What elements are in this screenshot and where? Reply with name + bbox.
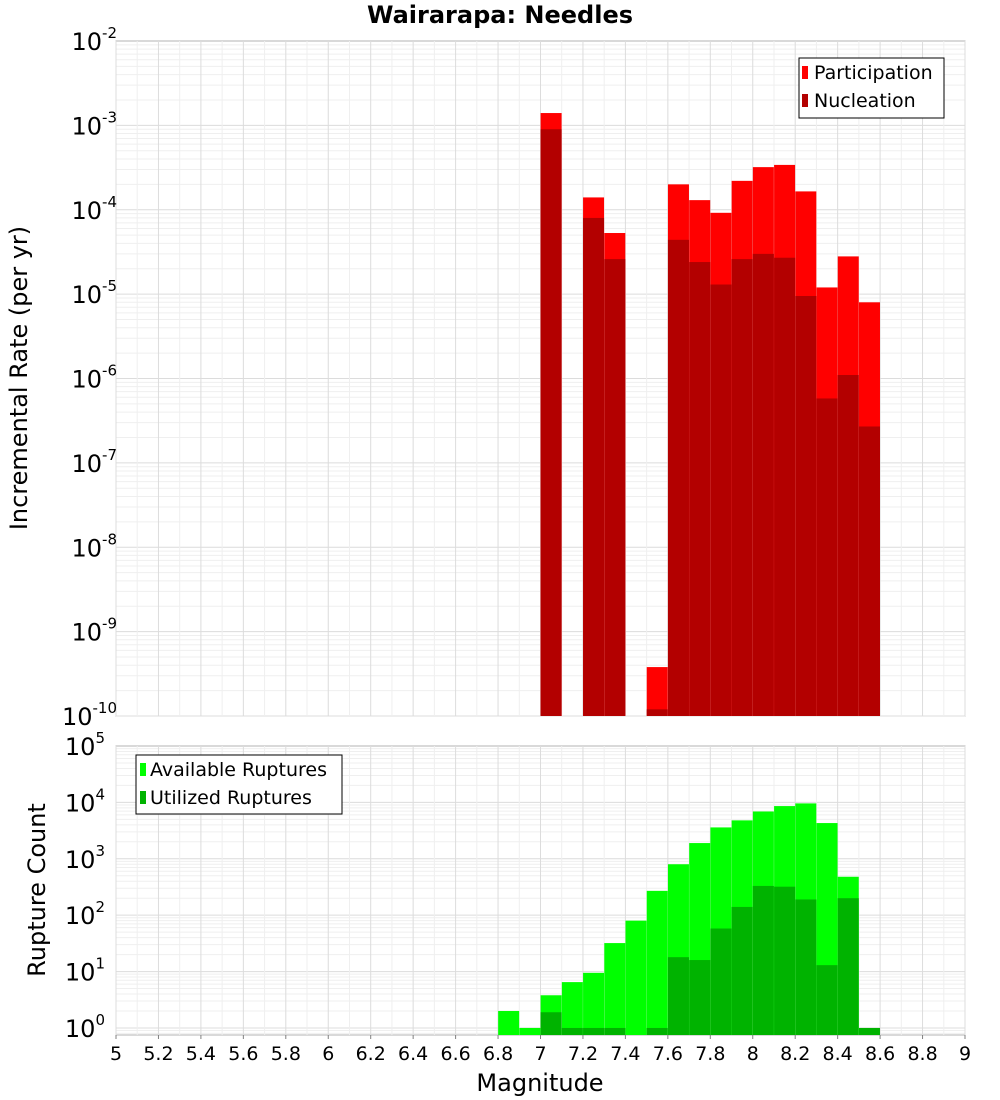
count-bar-b: [837, 898, 859, 1035]
bottom-panel: 100 101 102 103 104 105 5 5.2 5.4 5.6 5.8 6 6.2 6.4 6…: [23, 729, 971, 1097]
count-bar-b: [583, 1027, 605, 1035]
top-panel: 10-10 10-9 10-8 10-7 10-6 10-5 10-4 10-3 10-2 In…: [5, 24, 966, 731]
count-bar-b: [795, 899, 817, 1035]
top-y-tick-label: 10-7: [71, 446, 117, 478]
x-tick-label: 7.2: [568, 1043, 598, 1065]
top-y-tick-label: 10-3: [71, 108, 117, 140]
x-tick-label: 5.2: [143, 1043, 173, 1065]
x-tick-label: 6.8: [483, 1043, 513, 1065]
nucleation-legend-swatch: [802, 94, 808, 107]
bottom-y-tick-label: 105: [65, 729, 105, 761]
rate-bar-b: [710, 284, 732, 716]
top-y-tick-label: 10-2: [71, 24, 117, 56]
rate-bar-b: [604, 259, 626, 716]
top-bars: [540, 113, 880, 717]
count-bar-b: [752, 885, 774, 1035]
available-legend-label: Available Ruptures: [150, 759, 327, 781]
top-legend: Participation Nucleation: [798, 57, 945, 119]
x-tick-label: 8.2: [780, 1043, 810, 1065]
count-bar-a: [625, 920, 647, 1035]
x-tick-label: 8.6: [865, 1043, 895, 1065]
count-bar-b: [667, 957, 689, 1035]
count-bar-b: [604, 1027, 626, 1035]
x-axis-label: Magnitude: [476, 1069, 603, 1097]
x-tick-label: 5.8: [271, 1043, 301, 1065]
bottom-legend-box: [135, 754, 343, 815]
top-y-ticks: 10-10 10-9 10-8 10-7 10-6 10-5 10-4 10-3 10-2: [62, 24, 117, 731]
bottom-y-tick-label: 103: [65, 842, 105, 874]
bottom-y-axis-label: Rupture Count: [23, 803, 51, 977]
count-bar-a: [646, 890, 668, 1035]
top-y-axis-label: Incremental Rate (per yr): [5, 226, 33, 530]
top-y-tick-label: 10-8: [71, 530, 117, 562]
bottom-y-ticks: 100 101 102 103 104 105: [65, 729, 105, 1043]
rate-bar-b: [752, 253, 774, 716]
count-bar-a: [604, 943, 626, 1035]
x-tick-label: 6: [322, 1043, 334, 1065]
nucleation-legend-label: Nucleation: [814, 90, 916, 112]
count-bar-a: [583, 972, 605, 1035]
rate-bar-b: [731, 259, 753, 716]
rate-bar-b: [816, 398, 838, 716]
x-tick-label: 8.8: [907, 1043, 937, 1065]
x-tick-label: 9: [959, 1043, 971, 1065]
top-y-tick-label: 10-10: [62, 699, 117, 731]
x-tick-label: 8: [747, 1043, 759, 1065]
top-grid: [115, 41, 966, 717]
count-bar-b: [858, 1027, 880, 1035]
x-tick-label: 7.8: [695, 1043, 725, 1065]
rate-bar-b: [540, 129, 562, 717]
count-bar-b: [689, 960, 711, 1035]
x-tick-label: 6.6: [440, 1043, 470, 1065]
utilized-legend-label: Utilized Ruptures: [150, 787, 312, 809]
rate-bar-b: [667, 239, 689, 716]
bottom-y-tick-label: 104: [65, 785, 105, 817]
top-y-tick-label: 10-4: [71, 193, 117, 225]
participation-legend-swatch: [802, 66, 808, 79]
x-tick-label: 7: [534, 1043, 546, 1065]
chart-title: Wairarapa: Needles: [367, 1, 633, 29]
rate-bar-a: [646, 667, 668, 716]
bottom-y-tick-label: 100: [65, 1011, 105, 1043]
count-bar-a: [498, 1010, 520, 1035]
bottom-legend: Available Ruptures Utilized Ruptures: [135, 754, 343, 815]
count-bar-b: [774, 886, 796, 1035]
participation-legend-label: Participation: [814, 62, 933, 84]
x-tick-label: 8.4: [823, 1043, 853, 1065]
x-tick-label: 5.6: [228, 1043, 258, 1065]
rate-bar-b: [774, 257, 796, 716]
count-bar-b: [731, 906, 753, 1035]
available-legend-swatch: [140, 763, 146, 776]
x-tick-label: 5: [110, 1043, 122, 1065]
rate-bar-b: [858, 426, 880, 716]
utilized-legend-swatch: [140, 791, 146, 804]
rate-bar-b: [837, 375, 859, 716]
top-legend-box: [798, 57, 945, 119]
count-bar-a: [519, 1027, 541, 1035]
bottom-y-tick-label: 101: [65, 955, 105, 987]
count-bar-b: [540, 1012, 562, 1035]
count-bar-a: [561, 982, 583, 1035]
top-y-tick-label: 10-6: [71, 362, 117, 394]
x-tick-label: 7.6: [653, 1043, 683, 1065]
rate-bar-b: [646, 709, 668, 716]
rate-bar-b: [689, 262, 711, 716]
bottom-y-tick-label: 102: [65, 898, 105, 930]
count-bar-b: [710, 928, 732, 1035]
x-ticks: 5 5.2 5.4 5.6 5.8 6 6.2 6.4 6.6 6.8 7 7.2 7.4 7.6 7.8 8…: [110, 1035, 971, 1065]
bottom-bars: [498, 803, 880, 1035]
rate-bar-b: [583, 217, 605, 716]
top-y-tick-label: 10-5: [71, 277, 117, 309]
x-tick-label: 6.4: [398, 1043, 428, 1065]
x-tick-label: 6.2: [356, 1043, 386, 1065]
x-tick-label: 5.4: [186, 1043, 216, 1065]
x-tick-label: 7.4: [610, 1043, 640, 1065]
count-bar-b: [646, 1027, 668, 1035]
rate-bar-b: [795, 296, 817, 716]
count-bar-b: [816, 965, 838, 1035]
count-bar-b: [561, 1027, 583, 1035]
top-y-tick-label: 10-9: [71, 615, 117, 647]
